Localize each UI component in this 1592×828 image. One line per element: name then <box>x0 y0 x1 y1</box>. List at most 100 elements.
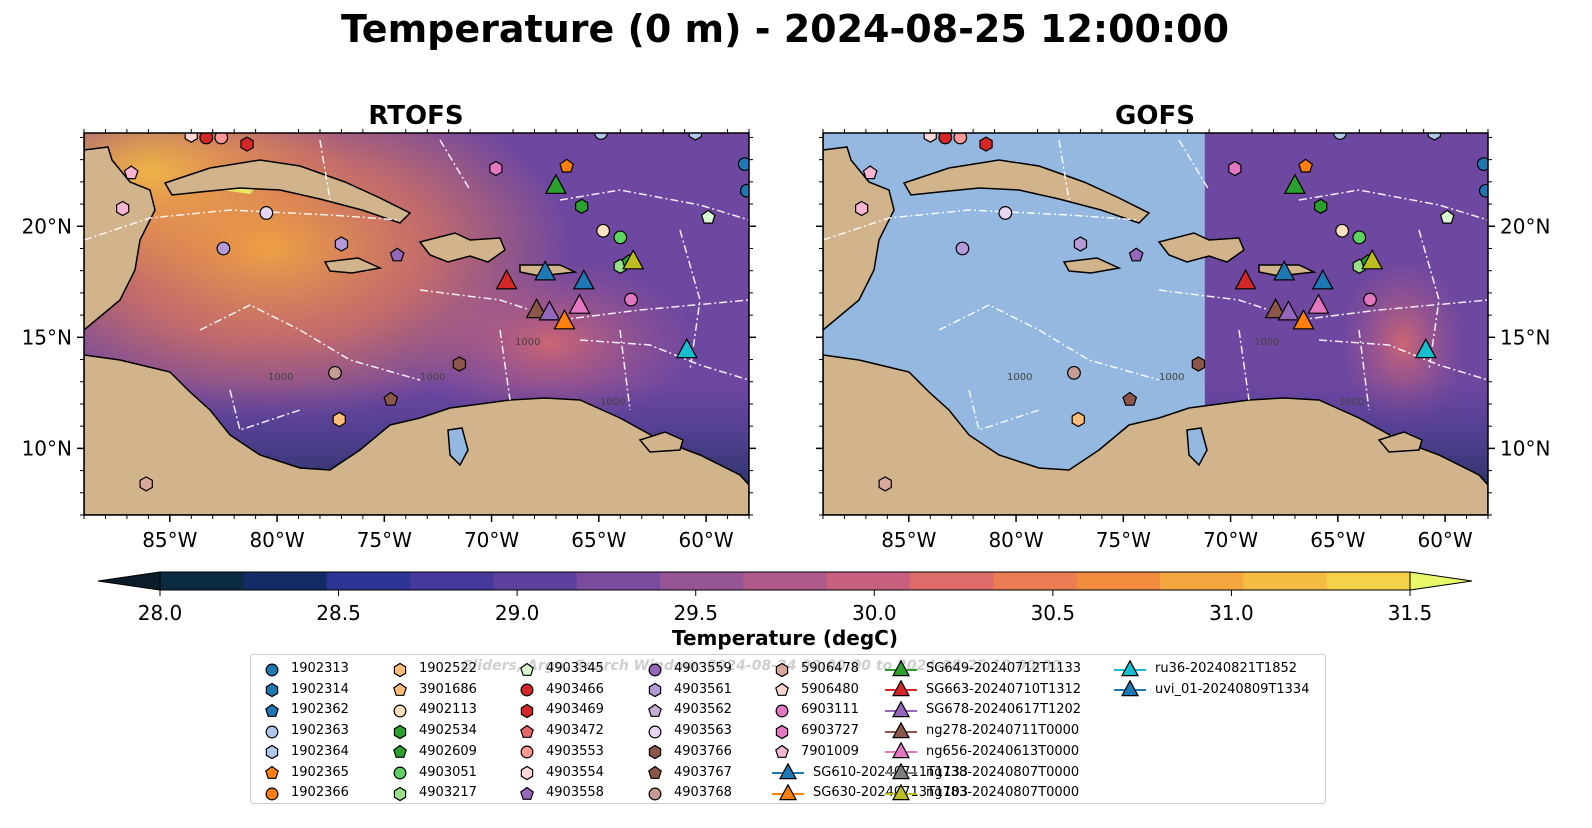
y-tick-label: 10°N <box>22 436 72 460</box>
glider-marker <box>1273 260 1296 281</box>
argo-float-marker <box>953 133 968 145</box>
legend-item: 3901686 <box>389 679 477 700</box>
legend-label: ng656-20240613T0000 <box>926 743 1080 759</box>
colorbar-tick-label: 29.0 <box>495 601 540 625</box>
legend-marker <box>265 765 279 779</box>
legend-item: 4903466 <box>516 679 604 700</box>
legend-item: SG663-20240710T1312 <box>884 679 1081 700</box>
legend-glider-symbol <box>885 763 917 780</box>
colorbar-segment <box>1326 572 1411 590</box>
legend-label: 4903559 <box>674 661 732 676</box>
argo-float-marker <box>739 183 749 198</box>
legend-label: uvi_01-20240809T1334 <box>1155 681 1310 697</box>
rtofs-contour-label: 1000 <box>420 372 445 383</box>
argo-float-marker <box>116 200 130 217</box>
legend-float-symbol <box>265 725 279 739</box>
argo-float-marker <box>123 165 139 180</box>
legend: Gliders, Argo, Search Window: 2024-08-24… <box>250 654 1326 804</box>
legend-marker <box>1120 659 1140 676</box>
legend-marker <box>393 745 407 759</box>
legend-label: 4903563 <box>674 723 732 739</box>
legend-float-symbol <box>520 703 534 719</box>
glider-marker <box>1234 269 1257 290</box>
legend-marker <box>648 682 662 698</box>
argo-float-marker <box>1228 160 1242 177</box>
legend-label: 1902363 <box>291 723 349 739</box>
legend-label: 4903217 <box>419 785 477 801</box>
argo-float-marker <box>1191 356 1206 372</box>
rtofs-observations <box>116 133 749 492</box>
legend-label: 4903466 <box>546 681 604 697</box>
legend-glider-symbol <box>885 742 917 759</box>
legend-marker <box>891 763 911 780</box>
x-tick-label: 70°W <box>464 528 519 552</box>
legend-marker <box>393 724 407 739</box>
legend-item: ng738-20240807T0000 <box>884 762 1079 783</box>
rtofs-contour-label: 1000 <box>600 397 625 408</box>
argo-float-marker <box>998 206 1013 220</box>
legend-marker <box>393 662 407 677</box>
legend-item: SG678-20240617T1202 <box>884 699 1081 720</box>
legend-label: 4902534 <box>419 723 477 739</box>
colorbar-segments <box>160 572 1411 590</box>
legend-item: 1902365 <box>261 762 349 783</box>
glider-marker <box>1307 293 1330 314</box>
gofs-contour-label: 1000 <box>1159 372 1184 383</box>
x-tick-label: 65°W <box>571 528 626 552</box>
legend-marker <box>520 765 534 781</box>
colorbar-segment <box>1160 572 1244 590</box>
legend-marker <box>393 786 407 801</box>
legend-item: 1902363 <box>261 720 349 741</box>
argo-float-marker <box>737 157 749 171</box>
glider-marker <box>675 337 698 359</box>
legend-marker <box>1120 680 1140 697</box>
legend-glider-symbol <box>885 700 917 718</box>
argo-float-marker <box>328 365 342 380</box>
legend-marker <box>891 700 911 718</box>
x-tick-label: 75°W <box>1096 528 1151 552</box>
legend-label: 4902113 <box>419 702 477 718</box>
argo-float-marker <box>184 133 198 143</box>
rtofs-frame <box>83 132 750 516</box>
colorbar-frame <box>159 571 1411 591</box>
glider-marker <box>1277 300 1300 321</box>
colorbar-segment <box>660 572 744 590</box>
legend-float-symbol <box>393 682 407 697</box>
legend-marker <box>393 682 407 697</box>
argo-float-marker <box>240 136 254 152</box>
legend-marker <box>891 680 911 697</box>
legend-float-symbol <box>775 745 789 759</box>
legend-marker <box>520 662 534 676</box>
glider-marker <box>553 309 576 330</box>
legend-float-symbol <box>393 724 407 739</box>
legend-float-symbol <box>393 786 407 801</box>
argo-float-marker <box>624 292 638 307</box>
glider-marker <box>568 293 591 314</box>
legend-glider-symbol <box>1114 659 1146 676</box>
argo-float-marker <box>1067 365 1081 380</box>
argo-float-marker <box>700 209 716 224</box>
argo-float-marker <box>575 198 589 214</box>
legend-marker <box>265 787 279 801</box>
legend-item: ng278-20240711T0000 <box>884 720 1079 741</box>
colorbar-tick-label: 31.0 <box>1209 601 1254 625</box>
x-tick-label: 80°W <box>988 528 1043 552</box>
legend-item: 6903111 <box>771 699 859 720</box>
y-tick-label: 15°N <box>22 325 72 349</box>
legend-float-symbol <box>393 704 407 718</box>
legend-marker <box>648 663 662 676</box>
colorbar-segment <box>576 572 661 590</box>
glider-marker <box>1292 309 1315 330</box>
legend-float-symbol <box>265 745 279 760</box>
legend-item: 4902609 <box>389 741 477 762</box>
legend-marker <box>648 745 662 760</box>
glider-marker <box>1414 337 1437 359</box>
legend-label: 4903766 <box>674 743 732 759</box>
y-tick-label: 15°N <box>1500 325 1550 349</box>
legend-item: 4903767 <box>644 762 732 783</box>
legend-label: 4903767 <box>674 764 732 780</box>
legend-float-symbol <box>265 663 279 676</box>
glider-marker <box>544 173 567 194</box>
legend-item: 4902113 <box>389 699 477 720</box>
legend-item: 4903768 <box>644 782 732 803</box>
